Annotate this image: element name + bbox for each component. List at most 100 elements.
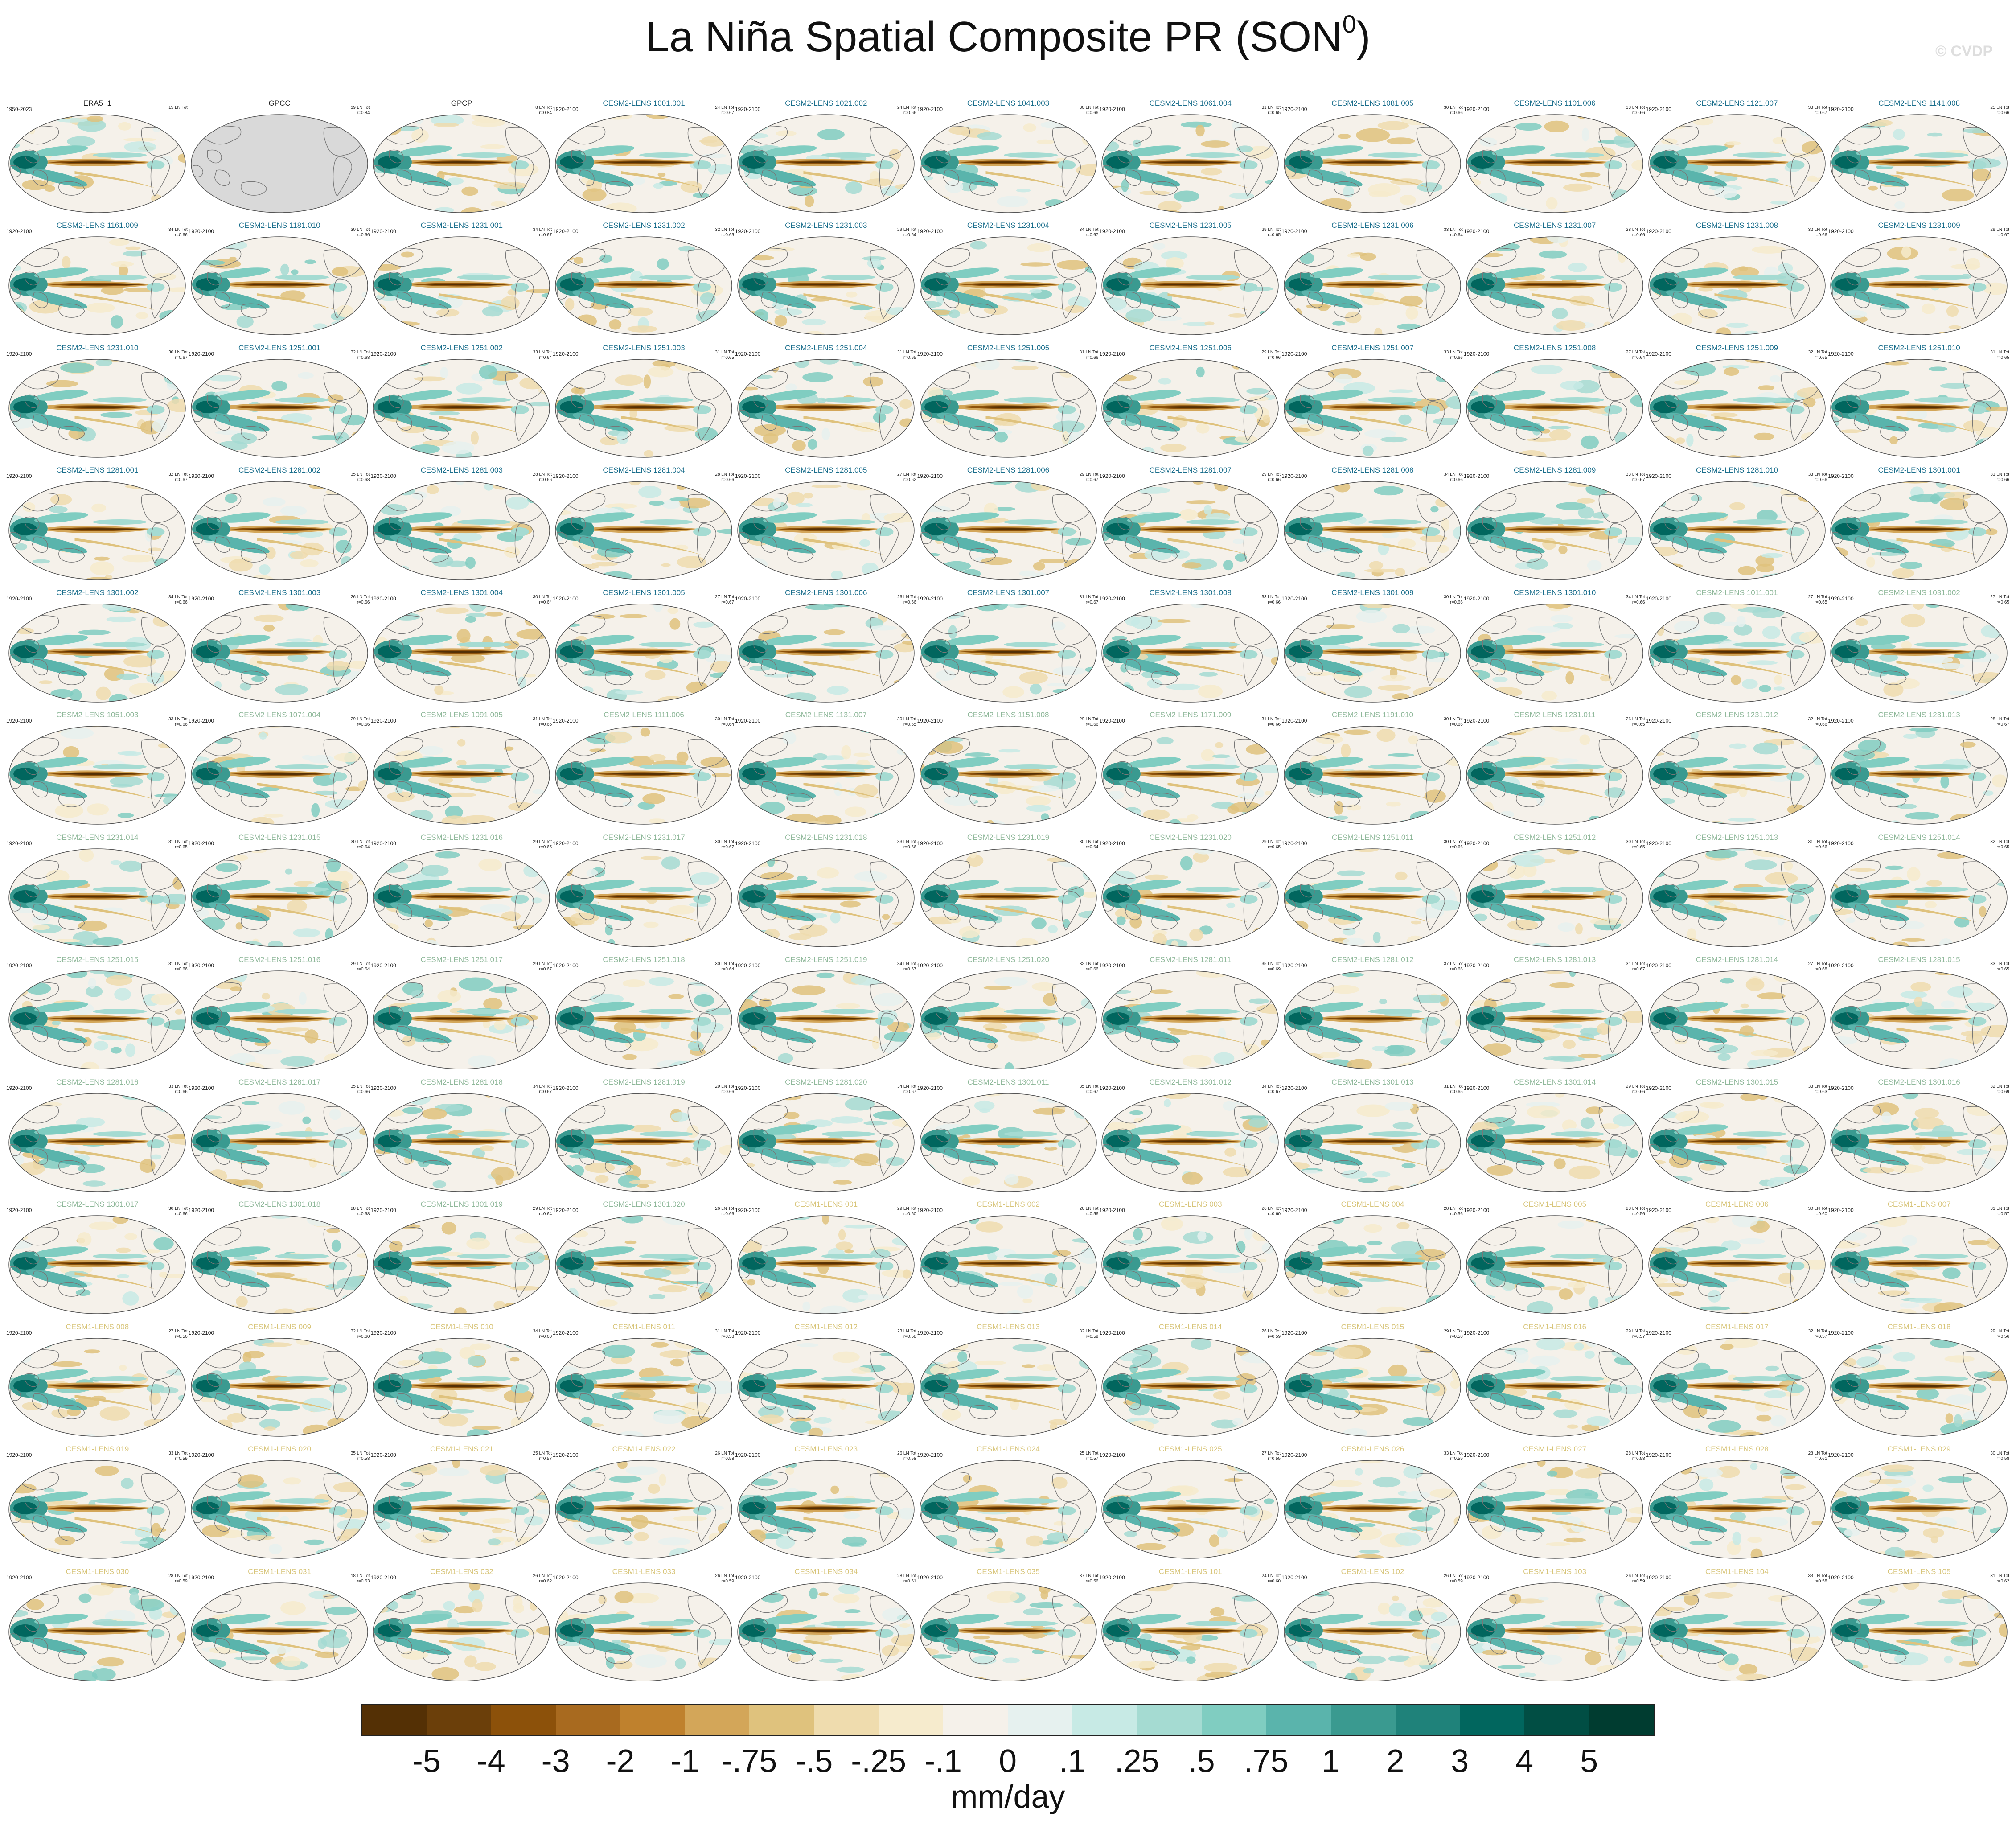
panel-stats: 28 LN Tot r=0.61 [897,1574,916,1584]
panel-event-count: 34 LN Tot [533,1328,552,1334]
panel-stats: 33 LN Tot r=0.59 [168,1451,188,1462]
panel-stats: 33 LN Tot r=0.64 [1444,227,1463,238]
map-panel: CESM2-LENS 1231.011 1920-2100 26 LN Tot r=0… [1464,711,1646,833]
globe-map [191,481,368,580]
globe-map [737,1582,915,1681]
globe-map [1101,726,1279,825]
map-panel: CESM1-LENS 002 1920-2100 26 LN Tot r=0.56 [917,1200,1100,1322]
panel-stats: 26 LN Tot r=0.58 [897,1451,916,1462]
panel-pattern-correlation: r=0.66 [1268,355,1281,360]
map-panel: CESM2-LENS 1281.015 1920-2100 33 LN Tot r=0… [1828,955,2010,1077]
map-panel: CESM1-LENS 032 1920-2100 26 LN Tot r=0.62 [370,1567,553,1689]
colorbar-swatch [1395,1705,1460,1735]
globe-map [1648,114,1826,213]
panel-event-count: 31 LN Tot [1079,594,1099,600]
panel-pattern-correlation: r=0.67 [721,111,734,115]
panel-pattern-correlation: r=0.66 [1814,844,1827,850]
panel-period: 1920-2100 [370,1574,396,1581]
panel-period: 1920-2100 [188,962,214,969]
panel-title: CESM1-LENS 033 [612,1567,676,1576]
globe-map [1284,481,1461,580]
panel-stats: 15 LN Tot [168,105,188,111]
panel-pattern-correlation: r=0.60 [903,1212,916,1217]
colorbar-swatch [426,1705,491,1735]
globe-map [1284,114,1461,213]
globe-map [1648,481,1826,580]
globe-map [1648,236,1826,336]
panel-period: 1920-2100 [553,228,579,235]
map-panel: CESM2-LENS 1281.010 1920-2100 33 LN Tot r=0… [1646,466,1828,588]
panel-pattern-correlation: r=0.64 [903,233,916,238]
colorbar-swatch [362,1705,427,1735]
globe-map [1830,114,2008,213]
panel-title: CESM2-LENS 1281.020 [785,1077,867,1086]
map-panel: CESM2-LENS 1281.001 1920-2100 32 LN Tot r=0… [6,466,189,588]
panel-stats: 32 LN Tot r=0.66 [1808,227,1827,238]
globe-map [1466,114,1643,213]
panel-pattern-correlation: r=0.64 [721,967,734,972]
panel-pattern-correlation: r=0.65 [539,722,552,728]
panel-stats: 31 LN Tot r=0.67 [1626,962,1645,972]
panel-title: CESM2-LENS 1301.018 [238,1200,321,1209]
globe-map [1101,1337,1279,1437]
panel-pattern-correlation: r=0.66 [357,1089,370,1094]
globe-map [555,726,732,825]
panel-event-count: 32 LN Tot [1990,1084,2009,1089]
panel-pattern-correlation: r=0.65 [1632,844,1645,850]
panel-stats: 30 LN Tot r=0.64 [715,962,734,972]
panel-title: CESM2-LENS 1011.001 [1696,588,1778,597]
panel-event-count: 30 LN Tot [897,717,916,722]
panel-event-count: 32 LN Tot [1808,1328,1827,1334]
panel-title: CESM2-LENS 1301.011 [967,1077,1049,1086]
panel-pattern-correlation: r=0.66 [175,722,188,728]
panel-title: CESM2-LENS 1231.008 [1696,221,1778,230]
map-panel: CESM2-LENS 1251.005 1920-2100 31 LN Tot r=0… [917,344,1100,466]
map-panel: CESM2-LENS 1231.015 1920-2100 30 LN Tot r=0… [189,833,371,955]
panel-stats: 37 LN Tot r=0.56 [1080,1574,1099,1584]
globe-map [1284,848,1461,947]
panel-period: 1920-2100 [1099,1329,1125,1336]
colorbar-tick-label: -5 [412,1743,441,1779]
panel-event-count: 31 LN Tot [1990,1206,2009,1212]
panel-stats: 34 LN Tot r=0.66 [1444,472,1463,483]
globe-map [1830,604,2008,703]
panel-event-count: 29 LN Tot [897,227,916,233]
map-panel: CESM2-LENS 1231.013 1920-2100 28 LN Tot r=0… [1828,711,2010,833]
panel-stats: 33 LN Tot r=0.65 [1990,962,2009,972]
panel-period: 1920-2100 [6,1207,32,1214]
panel-title: CESM2-LENS 1301.019 [420,1200,503,1209]
colorbar-swatch [1524,1705,1589,1735]
panel-period: 1920-2100 [1281,595,1307,602]
panel-pattern-correlation: r=0.56 [1632,1212,1645,1217]
panel-title: CESM2-LENS 1081.005 [1331,99,1414,107]
map-panel: CESM2-LENS 1041.003 1920-2100 30 LN Tot r=0… [917,99,1100,221]
panel-event-count: 23 LN Tot [1626,1206,1645,1212]
map-panel: CESM1-LENS 030 1920-2100 28 LN Tot r=0.59 [6,1567,189,1689]
panel-event-count: 34 LN Tot [533,227,552,233]
panel-stats: 31 LN Tot r=0.66 [1261,717,1281,728]
panel-period: 1920-2100 [1463,595,1490,602]
panel-event-count: 32 LN Tot [168,472,188,477]
panel-title: CESM2-LENS 1051.003 [56,711,139,719]
panel-event-count: 28 LN Tot [1626,227,1645,233]
panel-stats: 28 LN Tot r=0.58 [1626,1451,1645,1462]
globe-map [191,726,368,825]
map-panel: CESM2-LENS 1281.017 1920-2100 35 LN Tot r=0… [189,1078,371,1200]
globe-map [555,1582,732,1681]
panel-event-count: 24 LN Tot [897,105,916,110]
panel-period: 1920-2100 [1463,718,1490,724]
globe-map [555,1460,732,1559]
panel-pattern-correlation: r=0.59 [1450,1456,1463,1462]
panel-stats: 31 LN Tot r=0.65 [168,839,188,850]
globe-map [191,848,368,947]
panel-stats: 26 LN Tot r=0.58 [715,1451,734,1462]
panel-title: CESM2-LENS 1251.005 [967,343,1050,352]
panel-pattern-correlation: r=0.57 [1996,1212,2009,1217]
panel-title: CESM2-LENS 1231.019 [967,833,1050,842]
globe-map [191,1337,368,1437]
panel-pattern-correlation: r=0.66 [1814,722,1827,728]
panel-stats: 18 LN Tot r=0.63 [351,1574,370,1584]
panel-pattern-correlation: r=0.64 [539,1212,552,1217]
panel-period: 1920-2100 [6,962,32,969]
panel-event-count: 26 LN Tot [1626,717,1645,722]
